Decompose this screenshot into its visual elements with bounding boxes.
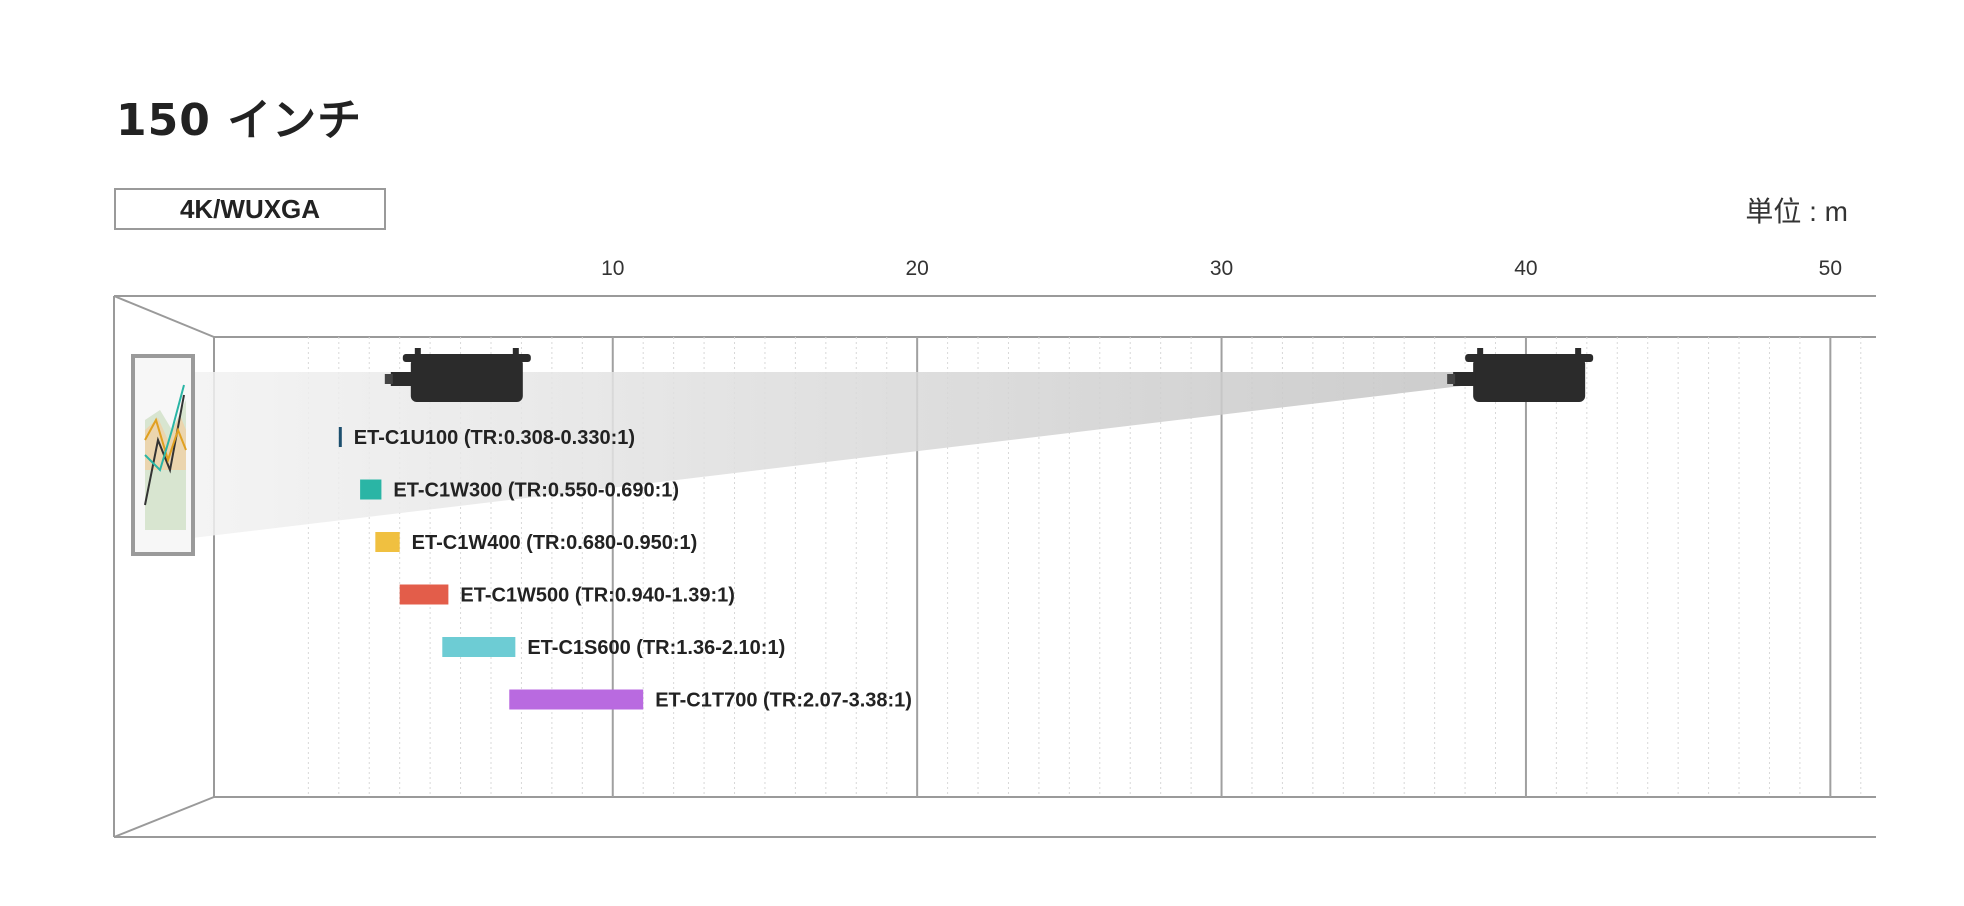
lens-label: ET-C1S600 (TR:1.36-2.10:1)	[527, 637, 785, 659]
lens-range-bar	[338, 427, 342, 447]
lens-range-bar	[375, 532, 400, 552]
x-tick-label: 20	[905, 257, 928, 280]
lens-label: ET-C1U100 (TR:0.308-0.330:1)	[354, 427, 635, 449]
projection-beam-shape	[192, 372, 1462, 538]
x-axis-ticks: 10 20 30 40 50	[601, 257, 1842, 280]
lens-label: ET-C1W500 (TR:0.940-1.39:1)	[460, 585, 735, 607]
lens-range-bar	[509, 689, 644, 710]
lens-label: ET-C1T700 (TR:2.07-3.38:1)	[655, 690, 912, 712]
lens-range-bar	[360, 479, 382, 500]
lens-range-bar	[399, 584, 449, 605]
resolution-tab[interactable]: 4K/WUXGA	[114, 188, 386, 230]
screen-icon	[131, 354, 195, 556]
x-tick-label: 10	[601, 257, 624, 280]
lens-label: ET-C1W300 (TR:0.550-0.690:1)	[393, 480, 679, 502]
projection-beam	[192, 372, 1462, 538]
x-tick-label: 50	[1819, 257, 1842, 280]
projector-icon	[1447, 348, 1594, 402]
projector-icon	[384, 348, 531, 402]
lens-range-bars: ET-C1U100 (TR:0.308-0.330:1) ET-C1W300 (T…	[338, 427, 912, 712]
lens-label: ET-C1W400 (TR:0.680-0.950:1)	[412, 532, 698, 554]
x-tick-label: 40	[1514, 257, 1537, 280]
lens-range-bar	[442, 637, 516, 657]
projector-icons	[384, 348, 1594, 402]
unit-label: 単位 : m	[1745, 196, 1848, 227]
x-tick-label: 30	[1210, 257, 1233, 280]
page-title: 150 インチ	[116, 95, 363, 146]
